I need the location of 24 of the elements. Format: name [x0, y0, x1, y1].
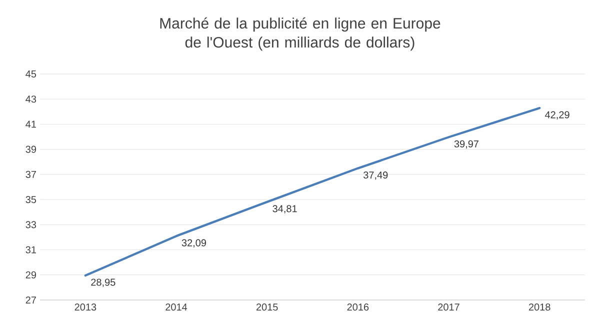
y-tick-label: 35 [26, 196, 36, 204]
y-tick-label: 43 [26, 96, 36, 103]
y-tick-label: 29 [26, 271, 36, 278]
y-tick-label: 39 [26, 146, 36, 153]
y-tick-label: 27 [26, 296, 36, 304]
text: 37,49 [363, 171, 388, 180]
text: 39,97 [454, 140, 478, 149]
x-tick-label: 2018 [528, 304, 550, 311]
text: 34,81 [272, 205, 297, 214]
x-tick-label: 2013 [74, 304, 96, 311]
y-tick-label: 45 [26, 70, 36, 78]
x-tick-label: 2014 [166, 304, 188, 311]
x-tick-label: 2016 [347, 304, 369, 311]
text: 32,09 [182, 239, 206, 248]
x-tick-label: 2015 [256, 304, 278, 311]
x-tick-label: 2017 [438, 304, 460, 311]
y-tick-label: 33 [26, 221, 36, 228]
text: 28,95 [91, 278, 116, 287]
text: 42,29 [545, 111, 570, 120]
y-tick-label: 31 [26, 246, 36, 254]
chart-title: Marché de la publicité en ligne en Europe de l'Ouest (en milliards de dollars) [160, 17, 440, 51]
y-tick-label: 37 [26, 170, 36, 178]
line-series [84, 106, 541, 277]
y-tick-label: 41 [26, 120, 36, 128]
